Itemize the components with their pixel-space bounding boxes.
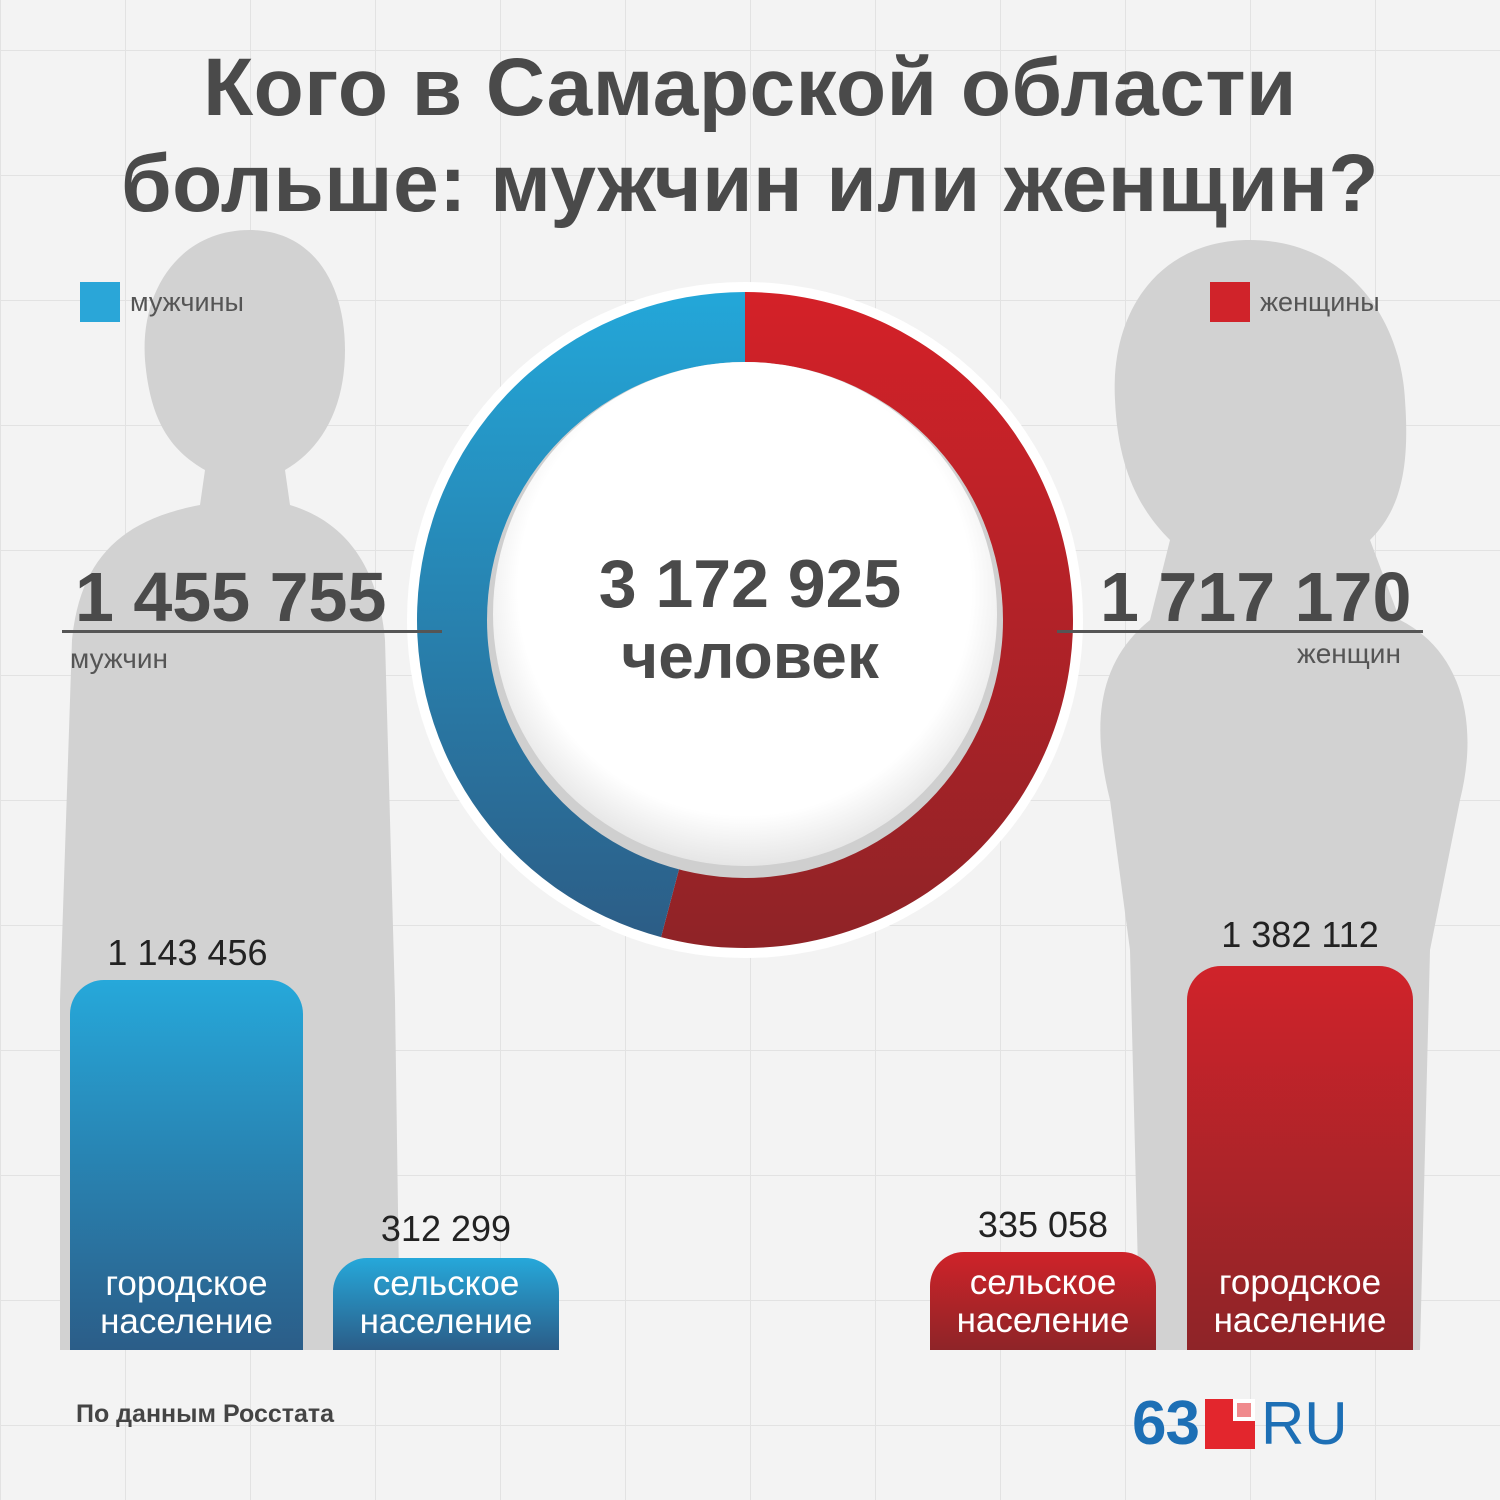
bar-label-women-urban: городское население [1187,1264,1413,1340]
logo-suffix: RU [1260,1390,1348,1457]
bar-men-rural: сельское население [333,1258,559,1350]
donut-slice-men [417,292,745,938]
men-total-unit: мужчин [70,643,168,674]
bar-value-women-urban: 1 382 112 [1221,914,1379,955]
legend-men-swatch [80,282,120,322]
bar-men-urban: городское население [70,980,303,1350]
logo-mark-icon [1204,1398,1255,1449]
bar-value-men-urban: 1 143 456 [107,932,268,973]
bar-value-women-rural: 335 058 [977,1204,1109,1245]
bar-label-women-urban-line2: население [1213,1301,1387,1340]
women-total-unit: женщин [1297,638,1401,669]
page-title: Кого в Самарской области больше: мужчин … [0,40,1500,232]
legend-women: женщины [1210,282,1390,322]
logo-number: 63 [1132,1389,1200,1458]
legend-men: мужчины [80,282,254,322]
bar-label-men-rural: сельское население [333,1265,559,1341]
total-population-unit: человек [621,620,879,692]
legend-women-label: женщины [1260,286,1380,317]
bar-label-women-rural: сельское население [930,1264,1156,1340]
women-total-divider [1057,630,1423,633]
source-note: По данным Росстата [76,1400,335,1428]
bar-label-women-urban-line1: городское [1218,1263,1382,1302]
men-total-value: 1 455 755 [75,558,387,636]
bar-label-women-rural-line2: население [956,1301,1130,1340]
bar-label-men-rural-line2: население [359,1302,533,1341]
bar-value-men-rural: 312 299 [380,1208,512,1249]
donut-slice-women [661,291,1074,948]
bar-women-urban: городское население [1187,966,1413,1350]
bar-label-men-urban: городское население [70,1265,303,1341]
title-line-2: больше: мужчин или женщин? [121,138,1379,229]
site-logo[interactable]: 63 RU [1132,1388,1348,1459]
bar-women-rural: сельское население [930,1252,1156,1350]
bar-label-women-rural-line1: сельское [969,1263,1117,1302]
bar-label-men-urban-line1: городское [105,1264,268,1303]
bar-label-men-urban-line2: население [100,1302,273,1341]
legend-women-swatch [1210,282,1250,322]
title-line-1: Кого в Самарской области [203,42,1297,133]
total-population-value: 3 172 925 [598,546,902,622]
women-total-value: 1 717 170 [1100,558,1412,636]
donut-center-disc [493,362,997,866]
men-total-divider [62,630,442,633]
donut-center-label: 3 172 925 человек [495,548,1005,692]
legend-men-label: мужчины [130,286,244,317]
bar-label-men-rural-line1: сельское [372,1264,520,1303]
